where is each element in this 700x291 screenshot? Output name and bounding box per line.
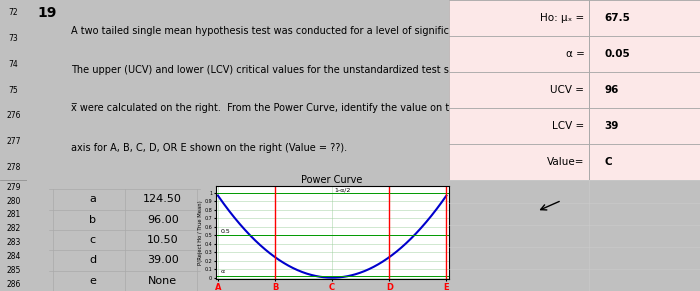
Text: 1-α/2: 1-α/2 xyxy=(335,188,351,193)
Text: 0.5: 0.5 xyxy=(220,230,230,235)
Text: 281: 281 xyxy=(6,210,20,219)
Text: 283: 283 xyxy=(6,238,20,247)
Text: 284: 284 xyxy=(6,252,20,261)
Text: 10.50: 10.50 xyxy=(147,235,178,245)
Text: The upper (UCV) and lower (LCV) critical values for the unstandardized test stat: The upper (UCV) and lower (LCV) critical… xyxy=(71,65,482,75)
Text: 96: 96 xyxy=(605,85,619,95)
Text: 285: 285 xyxy=(6,266,20,275)
Text: Value=: Value= xyxy=(547,157,584,167)
Text: 280: 280 xyxy=(6,197,20,206)
Text: 0.05: 0.05 xyxy=(605,49,630,59)
Text: 75: 75 xyxy=(8,86,18,95)
Text: a: a xyxy=(90,194,96,205)
Text: 277: 277 xyxy=(6,137,20,146)
Text: 73: 73 xyxy=(8,34,18,43)
Text: LCV =: LCV = xyxy=(552,121,584,131)
Text: 278: 278 xyxy=(6,163,20,172)
Text: 67.5: 67.5 xyxy=(605,13,631,23)
Text: x̅ were calculated on the right.  From the Power Curve, identify the value on th: x̅ were calculated on the right. From th… xyxy=(71,103,475,113)
Text: 279: 279 xyxy=(6,183,20,192)
Bar xyxy=(449,72,700,108)
Text: 286: 286 xyxy=(6,280,20,289)
Text: c: c xyxy=(90,235,96,245)
Bar xyxy=(449,144,700,180)
Text: A two tailed single mean hypothesis test was conducted for a level of significan: A two tailed single mean hypothesis test… xyxy=(71,26,485,36)
Text: 282: 282 xyxy=(6,224,20,233)
Bar xyxy=(449,108,700,144)
Bar xyxy=(449,0,700,36)
Text: None: None xyxy=(148,276,177,286)
Text: α: α xyxy=(220,269,224,274)
Bar xyxy=(449,36,700,72)
Text: 39.00: 39.00 xyxy=(147,255,178,265)
Text: d: d xyxy=(89,255,97,265)
Text: b: b xyxy=(89,215,96,225)
Y-axis label: P(Reject Ho / True Mean): P(Reject Ho / True Mean) xyxy=(198,200,203,265)
Title: Power Curve: Power Curve xyxy=(302,175,363,185)
Text: α =: α = xyxy=(566,49,584,59)
Text: UCV =: UCV = xyxy=(550,85,584,95)
Text: C: C xyxy=(605,157,612,167)
Text: 96.00: 96.00 xyxy=(147,215,178,225)
Text: 72: 72 xyxy=(8,8,18,17)
Text: 276: 276 xyxy=(6,111,20,120)
Text: 74: 74 xyxy=(8,60,18,69)
Text: e: e xyxy=(90,276,96,286)
Text: axis for A, B, C, D, OR E shown on the right (Value = ??).: axis for A, B, C, D, OR E shown on the r… xyxy=(71,143,347,153)
Text: 39: 39 xyxy=(605,121,619,131)
Text: 124.50: 124.50 xyxy=(144,194,182,205)
Text: 19: 19 xyxy=(37,6,57,20)
Text: Ho: μₓ =: Ho: μₓ = xyxy=(540,13,584,23)
